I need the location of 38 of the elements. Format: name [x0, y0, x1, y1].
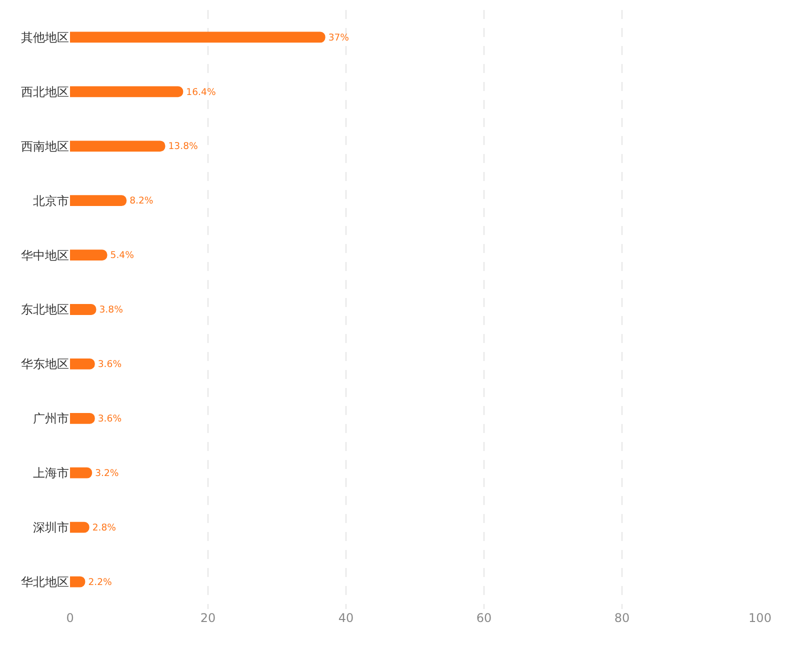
- bar: [70, 86, 184, 98]
- x-tick-label: 80: [614, 611, 630, 625]
- y-tick-label: 上海市: [33, 466, 69, 480]
- y-tick-label: 华东地区: [21, 357, 69, 372]
- x-tick-label: 20: [200, 611, 216, 625]
- data-label: 3.2%: [95, 468, 119, 479]
- data-label: 3.8%: [99, 304, 124, 316]
- data-label: 2.2%: [88, 576, 112, 588]
- bar: [70, 140, 166, 152]
- y-tick-label: 西北地区: [21, 84, 69, 99]
- y-tick-label: 华北地区: [21, 574, 69, 589]
- bar: [70, 412, 95, 424]
- data-label: 3.6%: [98, 359, 122, 370]
- bar: [70, 32, 326, 43]
- x-tick-label: 100: [748, 611, 772, 625]
- y-tick-label: 深圳市: [33, 520, 69, 535]
- bar: [70, 250, 108, 260]
- bar: [70, 195, 127, 206]
- bar: [70, 358, 95, 370]
- bar: [70, 522, 90, 533]
- data-label: 5.4%: [110, 250, 134, 262]
- bar: [70, 467, 92, 478]
- x-tick-label: 60: [476, 611, 492, 625]
- y-tick-label: 北京市: [33, 194, 69, 208]
- y-tick-label: 西南地区: [21, 139, 69, 154]
- data-label: 13.8%: [168, 141, 198, 152]
- data-label: 37%: [328, 32, 350, 44]
- y-tick-label: 东北地区: [21, 302, 69, 317]
- data-label: 8.2%: [130, 196, 154, 207]
- x-tick-label: 0: [66, 611, 74, 625]
- data-label: 2.8%: [92, 522, 116, 534]
- y-tick-label: 广州市: [33, 412, 69, 426]
- bar: [70, 304, 96, 315]
- x-tick-label: 40: [338, 611, 354, 625]
- y-tick-label: 华中地区: [21, 248, 69, 262]
- data-label: 3.6%: [98, 414, 122, 425]
- data-label: 16.4%: [186, 86, 216, 98]
- y-tick-label: 其他地区: [21, 30, 69, 44]
